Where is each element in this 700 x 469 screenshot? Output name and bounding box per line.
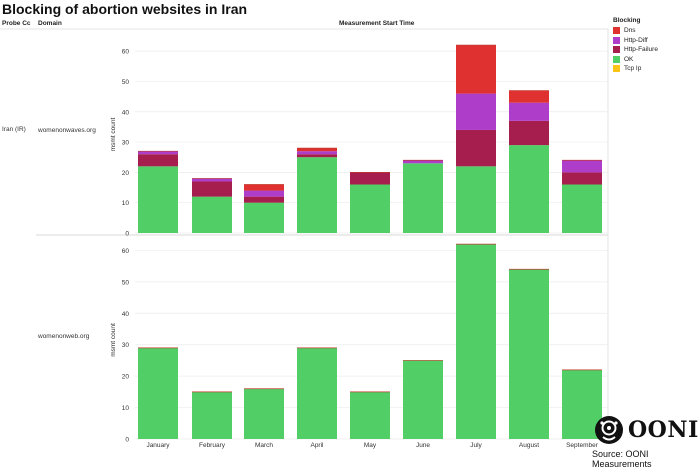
bar-dns xyxy=(509,90,549,103)
probe-country-label: Iran (IR) xyxy=(2,126,26,133)
legend: Blocking Dns Http-Diff Http-Failure OK T… xyxy=(613,17,658,74)
bar-ok xyxy=(138,166,178,233)
legend-label: OK xyxy=(624,55,634,63)
y-tick-label: 40 xyxy=(122,109,130,116)
y-axis-label: msmt count xyxy=(110,118,117,152)
legend-swatch xyxy=(613,46,620,54)
bar-ok xyxy=(403,163,443,233)
legend-item-ok[interactable]: OK xyxy=(613,55,658,65)
y-tick-label: 10 xyxy=(122,200,130,207)
legend-swatch xyxy=(613,55,620,63)
header-measurement-start: Measurement Start Time xyxy=(339,20,415,27)
x-tick-label: May xyxy=(364,442,377,449)
bar-ok xyxy=(297,347,337,439)
bar-ok xyxy=(456,166,496,233)
x-tick-label: August xyxy=(519,442,539,449)
bar-http-failure xyxy=(138,154,178,167)
y-tick-label: 20 xyxy=(122,170,130,177)
ooni-logo-text: OONI xyxy=(628,417,699,443)
bar-ok xyxy=(138,347,178,439)
x-tick-label: February xyxy=(199,442,226,449)
bar-http-failure xyxy=(456,129,496,167)
y-tick-label: 50 xyxy=(122,79,130,86)
bar-ok xyxy=(456,244,496,439)
y-tick-label: 60 xyxy=(122,49,130,56)
y-tick-label: 40 xyxy=(122,311,130,318)
bar-ok xyxy=(350,391,390,439)
y-tick-label: 10 xyxy=(122,405,130,412)
legend-label: Dns xyxy=(624,27,636,35)
x-tick-label: January xyxy=(146,442,170,449)
header-probe-cc: Probe Cc xyxy=(2,20,31,27)
bar-http-diff xyxy=(192,178,232,182)
y-tick-label: 20 xyxy=(122,374,130,381)
legend-label: Http-Diff xyxy=(624,36,648,44)
y-tick-label: 50 xyxy=(122,279,130,286)
bar-http-failure xyxy=(297,154,337,158)
legend-item-http-diff[interactable]: Http-Diff xyxy=(613,36,658,46)
ooni-logo: OONI xyxy=(594,415,699,445)
legend-swatch xyxy=(613,65,620,73)
ooni-logo-icon xyxy=(595,416,623,444)
bar-http-diff xyxy=(403,160,443,164)
bar-http-diff xyxy=(138,151,178,155)
y-tick-label: 0 xyxy=(125,231,129,238)
bar-http-failure xyxy=(509,120,549,146)
bar-ok xyxy=(244,388,284,439)
bar-http-failure xyxy=(192,181,232,197)
legend-swatch xyxy=(613,27,620,35)
bar-ok xyxy=(192,391,232,439)
header-domain: Domain xyxy=(38,20,62,27)
bar-http-failure xyxy=(562,172,602,185)
x-tick-label: March xyxy=(255,442,273,449)
x-tick-label: June xyxy=(416,442,430,449)
bar-http-diff xyxy=(244,190,284,197)
x-tick-label: July xyxy=(470,442,482,449)
bar-http-diff xyxy=(297,151,337,155)
bar-http-diff xyxy=(562,160,602,173)
bar-ok xyxy=(192,196,232,233)
legend-item-tcp-ip[interactable]: Tcp Ip xyxy=(613,64,658,74)
domain-label-top: womenonwaves.org xyxy=(38,127,96,134)
bar-http-failure xyxy=(350,172,390,185)
bar-ok xyxy=(509,269,549,439)
bar-ok xyxy=(350,184,390,233)
legend-label: Http-Failure xyxy=(624,46,658,54)
bar-ok xyxy=(562,184,602,233)
bar-dns xyxy=(297,148,337,152)
legend-swatch xyxy=(613,36,620,44)
y-tick-label: 30 xyxy=(122,342,130,349)
bar-http-failure xyxy=(244,196,284,203)
bar-ok xyxy=(403,360,443,439)
legend-item-http-failure[interactable]: Http-Failure xyxy=(613,45,658,55)
y-tick-label: 0 xyxy=(125,437,129,444)
bar-ok xyxy=(244,202,284,233)
bar-dns xyxy=(244,184,284,191)
chart-title: Blocking of abortion websites in Iran xyxy=(2,1,248,17)
x-tick-label: September xyxy=(566,442,599,449)
bar-http-diff xyxy=(456,93,496,130)
x-tick-label: April xyxy=(310,442,324,449)
legend-title: Blocking xyxy=(613,17,641,24)
bar-http-diff xyxy=(509,102,549,121)
bar-ok xyxy=(509,145,549,233)
legend-item-dns[interactable]: Dns xyxy=(613,26,658,36)
domain-label-bottom: womenonweb.org xyxy=(38,333,90,340)
source-text: Source: OONI Measurements xyxy=(592,449,652,469)
y-tick-label: 60 xyxy=(122,248,130,255)
bar-dns xyxy=(456,45,496,94)
legend-label: Tcp Ip xyxy=(624,65,642,73)
bar-ok xyxy=(297,157,337,233)
y-axis-label: msmt count xyxy=(110,323,117,357)
y-tick-label: 30 xyxy=(122,140,130,147)
